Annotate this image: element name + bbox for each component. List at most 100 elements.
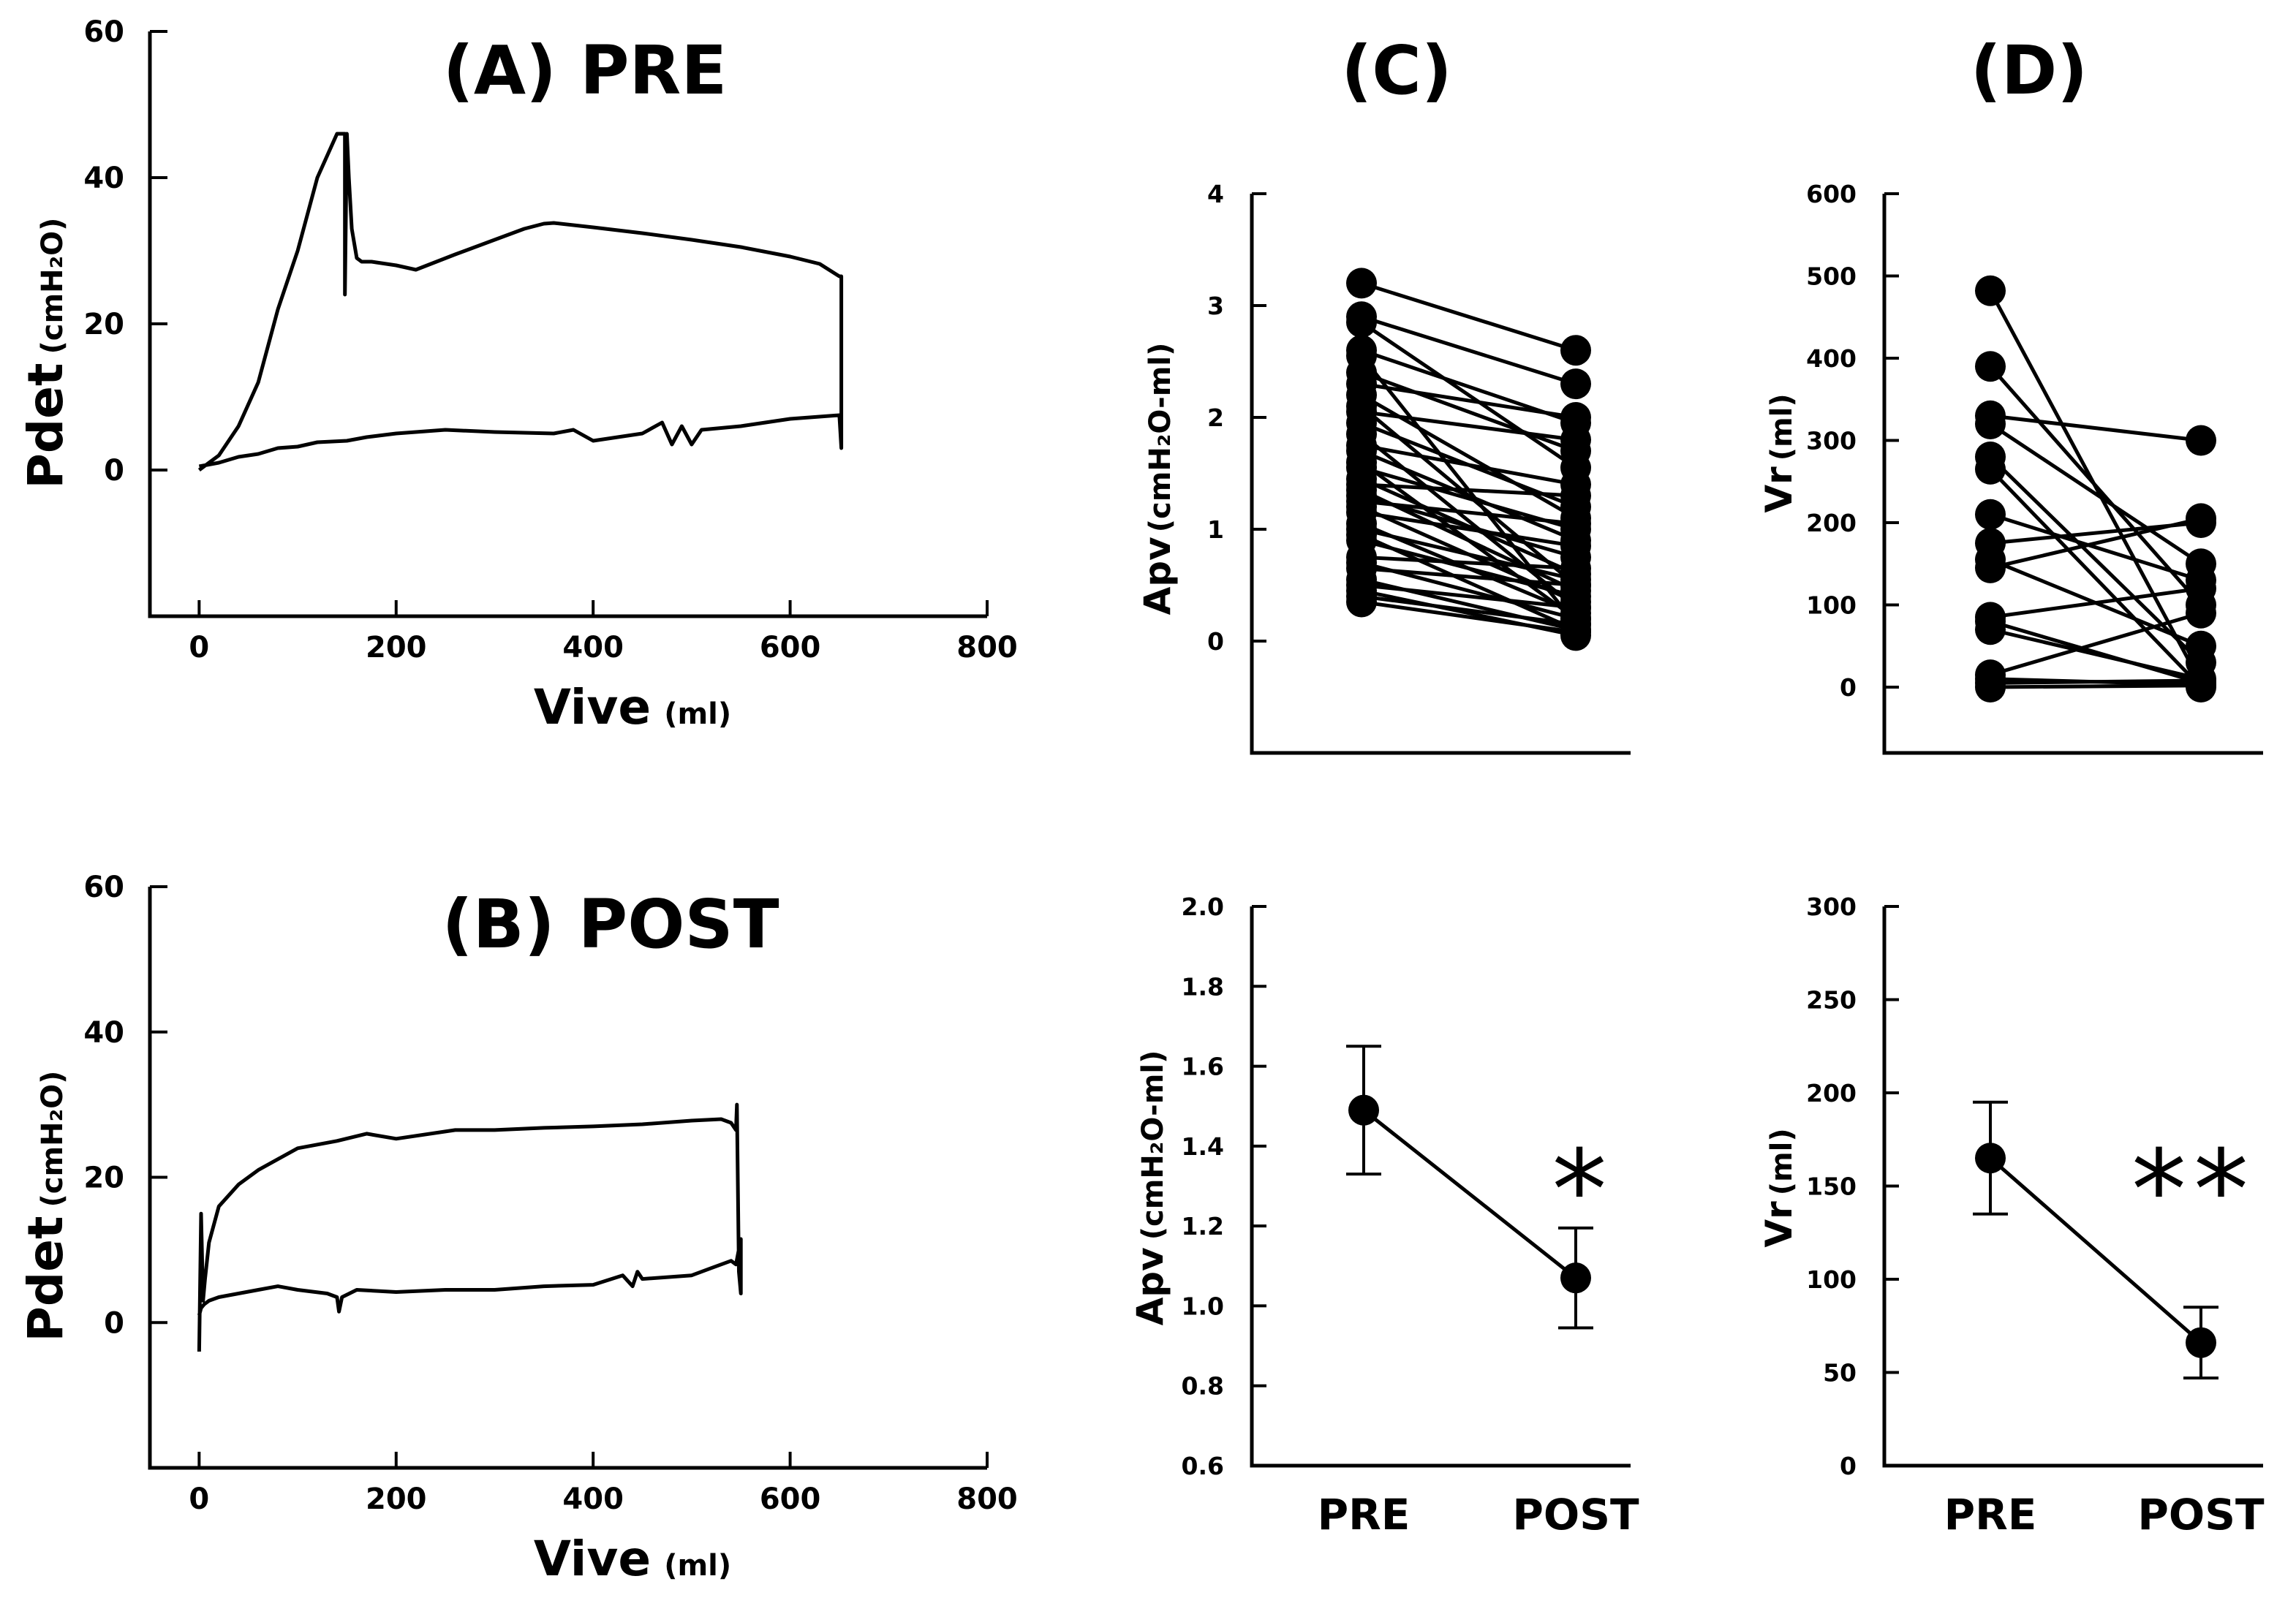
panel-c-significance-marker: * [1552, 1127, 1607, 1254]
panel-b-axes [148, 887, 987, 1470]
post-point [1560, 569, 1591, 601]
y-tick-label: 0 [104, 454, 124, 488]
panel-c-mean-plot: 0.6 0.8 1.0 1.2 1.4 1.6 1.8 2.0 PRE POST * Apv(c… [1129, 893, 1639, 1539]
category-label: POST [2137, 1490, 2265, 1539]
paired-line [1361, 527, 1576, 582]
y-tick-label: 4 [1207, 180, 1224, 208]
panel-c-paired-lines [1360, 281, 1577, 637]
panel-d-y-ticks: 0 100 200 300 400 500 600 [1806, 180, 1899, 702]
x-tick-label: 400 [562, 1482, 624, 1516]
paired-line [1361, 281, 1576, 352]
y-tick-label: 0.6 [1182, 1452, 1224, 1480]
paired-line [1361, 314, 1576, 386]
pre-point [1346, 306, 1377, 338]
mean-point [1560, 1262, 1591, 1294]
y-tick-label: 150 [1806, 1173, 1857, 1201]
panel-b-title: (B) POST [442, 885, 779, 963]
post-point [1560, 402, 1591, 433]
paired-line [1989, 365, 2202, 607]
panel-a-trace-plot: (A) PRE 0 20 40 60 0 200 400 600 800 Pdet(cmH₂O… [18, 15, 1018, 735]
post-point [1560, 480, 1591, 512]
post-point [2186, 573, 2216, 604]
y-tick-label: 20 [83, 308, 124, 341]
panel-c-y-ticks: 0 1 2 3 4 [1207, 180, 1266, 656]
pre-point [1975, 614, 2006, 645]
y-tick-label: 200 [1806, 509, 1857, 537]
panel-b-y-ticks: 0 20 40 60 [83, 871, 167, 1340]
y-tick-label: 3 [1207, 292, 1224, 320]
panel-d-axes [1882, 194, 2263, 755]
y-tick-label: 0 [104, 1306, 124, 1340]
y-tick-label: 40 [83, 162, 124, 195]
x-tick-label: 0 [189, 1482, 209, 1516]
panel-d-mean-plot: 0 50 100 150 200 250 300 PRE POST ** Vr(ml) [1758, 893, 2265, 1539]
paired-line [1360, 433, 1577, 610]
mean-point [1348, 1094, 1379, 1126]
panel-a-x-ticks: 0 200 400 600 800 [189, 600, 1018, 664]
panel-b-x-ticks: 0 200 400 600 800 [189, 1452, 1018, 1516]
category-label: PRE [1944, 1490, 2037, 1539]
paired-line [1361, 599, 1576, 635]
x-tick-label: 200 [366, 631, 427, 664]
pre-point [1975, 453, 2006, 485]
panel-d-title: (D) [1971, 31, 2088, 110]
y-tick-label: 300 [1806, 893, 1857, 921]
y-tick-label: 1.8 [1182, 972, 1224, 1001]
pre-point [1346, 268, 1377, 299]
y-tick-label: 2.0 [1182, 893, 1224, 921]
y-tick-label: 200 [1806, 1079, 1857, 1107]
panel-d-mean-marks [1973, 1100, 2218, 1380]
panel-a-x-axis-label: Vive (ml) [534, 679, 731, 735]
paired-line [1361, 594, 1576, 626]
paired-line [1361, 499, 1576, 526]
panel-c-mean-y-ticks: 0.6 0.8 1.0 1.2 1.4 1.6 1.8 2.0 [1182, 893, 1266, 1480]
panel-d-points [1975, 275, 2216, 702]
paired-line [1361, 538, 1576, 599]
panel-b-trace-plot: (B) POST 0 20 40 60 0 200 400 600 800 Pdet(cmH₂… [18, 871, 1018, 1587]
x-tick-label: 400 [562, 631, 624, 664]
paired-line [1361, 371, 1576, 453]
mean-connector [1989, 1156, 2202, 1344]
y-tick-label: 100 [1806, 591, 1857, 620]
paired-line [1989, 455, 2202, 664]
y-tick-label: 0 [1840, 673, 1857, 702]
post-point [1560, 508, 1591, 539]
post-point [1560, 530, 1591, 561]
y-tick-label: 0 [1840, 1452, 1857, 1480]
y-tick-label: 250 [1806, 986, 1857, 1015]
panel-d-mean-y-ticks: 0 50 100 150 200 250 300 [1806, 893, 1899, 1480]
panel-a-y-axis-label: Pdet(cmH₂O) [18, 218, 74, 489]
y-tick-label: 100 [1806, 1265, 1857, 1294]
y-tick-label: 40 [83, 1016, 124, 1050]
post-point [1560, 424, 1591, 455]
pre-point [1975, 351, 2006, 382]
x-tick-label: 600 [760, 1482, 821, 1516]
y-tick-label: 20 [83, 1162, 124, 1195]
panel-c-title: (C) [1341, 31, 1452, 110]
paired-line [1361, 510, 1576, 548]
post-point [2186, 630, 2216, 662]
post-point [2186, 597, 2216, 629]
panel-c-mean-y-axis-label: Apv(cmH₂O-ml) [1129, 1050, 1171, 1326]
post-point [1560, 335, 1591, 366]
paired-line [1361, 382, 1576, 420]
panel-c-axes [1250, 194, 1631, 755]
panel-d-y-axis-label: Vr(ml) [1758, 393, 1800, 512]
y-tick-label: 60 [83, 15, 124, 49]
panel-c-paired-plot: (C) 0 1 2 3 4 Apv(cmH₂O-ml) [1136, 31, 1631, 755]
panel-c-y-axis-label: Apv(cmH₂O-ml) [1136, 343, 1179, 615]
y-tick-label: 400 [1806, 344, 1857, 373]
paired-line [1990, 512, 2202, 583]
paired-line [1361, 555, 1576, 571]
y-tick-label: 60 [83, 871, 124, 904]
mean-point [1975, 1143, 2006, 1174]
panel-a-axes [148, 31, 987, 618]
mean-point [2186, 1327, 2216, 1358]
pre-point [1346, 586, 1377, 618]
paired-line [1990, 586, 2202, 619]
category-label: PRE [1318, 1490, 1411, 1539]
post-point [1560, 368, 1591, 400]
y-tick-label: 300 [1806, 427, 1857, 455]
paired-line [1361, 482, 1576, 498]
